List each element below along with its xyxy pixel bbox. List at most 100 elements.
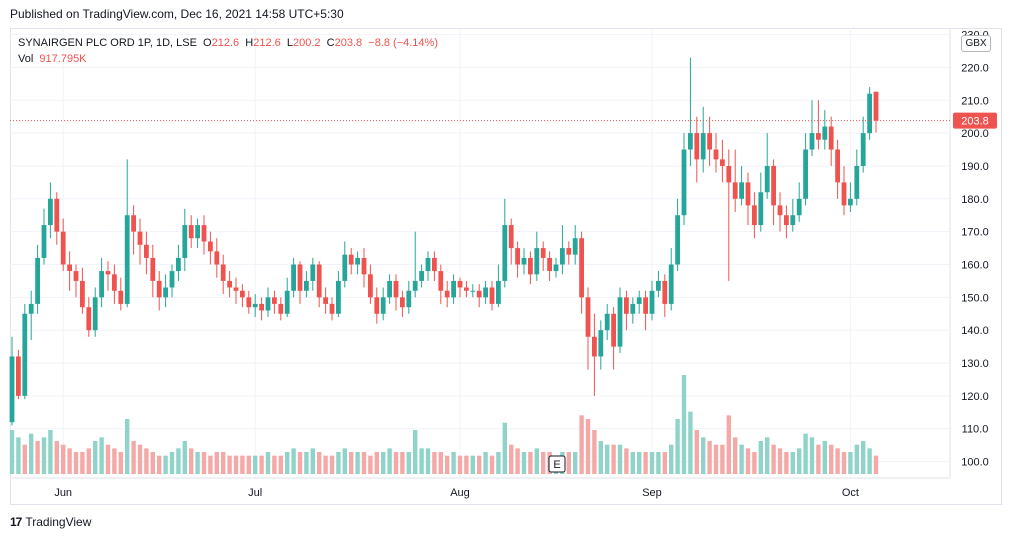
time-tick-label: Jul — [248, 487, 262, 499]
volume-bar — [16, 437, 21, 474]
volume-bar — [221, 452, 226, 474]
price-tick-label: 130.0 — [961, 358, 989, 370]
volume-bar — [617, 444, 623, 474]
volume-bar — [176, 448, 181, 474]
volume-label[interactable]: Vol — [18, 53, 34, 65]
candle-body — [265, 297, 271, 311]
volume-bar — [854, 444, 859, 474]
volume-bar — [605, 444, 610, 474]
price-axis[interactable]: 100.0 110.0 120.0 130.0 140.0 150.0 160.0 170.0… — [961, 30, 989, 469]
candle-body — [854, 165, 860, 199]
time-tick-label: Jun — [54, 487, 72, 499]
volume-bar — [374, 452, 379, 474]
symbol-legend: SYNAIRGEN PLC ORD 1P, 1D, LSE O212.6 H21… — [18, 35, 438, 67]
candle-body — [80, 280, 85, 308]
symbol-name[interactable]: SYNAIRGEN PLC ORD 1P, 1D, LSE — [18, 37, 197, 49]
candle-body — [233, 287, 239, 291]
volume-row: Vol 917.795K — [18, 51, 438, 67]
volume-bar — [521, 452, 527, 474]
time-axis[interactable]: JunJulAugSepOctNovDec202 — [54, 487, 1012, 499]
price-tick-label: 210.0 — [961, 95, 989, 107]
candle-body — [227, 280, 232, 288]
footer-brand[interactable]: 17 TradingView — [10, 515, 91, 529]
candle-body — [579, 238, 584, 298]
volume-bar — [86, 448, 91, 474]
volume-bar — [189, 448, 194, 474]
volume-bar — [541, 452, 546, 474]
candle-body — [99, 271, 104, 298]
price-tick-label: 100.0 — [961, 457, 989, 469]
candle-body — [176, 257, 181, 272]
earnings-marker[interactable]: E — [548, 455, 566, 473]
volume-bar — [861, 441, 866, 474]
volume-bar — [310, 448, 315, 474]
candle-body — [496, 280, 501, 304]
candle-body — [598, 330, 604, 357]
volume-bar — [528, 452, 533, 474]
brand-name: TradingView — [25, 515, 92, 529]
candle-body — [828, 126, 834, 150]
volume-bar — [829, 444, 834, 474]
price-tick-label: 150.0 — [961, 292, 989, 304]
candle-body — [726, 165, 732, 183]
volume-bar — [649, 452, 655, 474]
currency-button[interactable]: GBX — [961, 35, 991, 52]
volume-bar — [707, 441, 712, 474]
candle-body — [323, 297, 328, 304]
candle-body — [291, 264, 296, 291]
candle-body — [182, 225, 188, 258]
volume-bar — [278, 455, 283, 474]
candle-body — [272, 297, 277, 304]
candle-body — [700, 133, 706, 160]
candle-body — [457, 280, 463, 288]
candle-body — [336, 280, 341, 314]
candle-body — [67, 264, 72, 272]
volume-bar — [317, 452, 322, 474]
candle-body — [796, 198, 802, 216]
volume-bar — [470, 455, 475, 474]
volume-bar — [361, 452, 367, 474]
volume-bar — [752, 452, 757, 474]
candle-body — [508, 225, 514, 249]
volume-bar — [637, 452, 642, 474]
candle-body — [617, 297, 623, 347]
high-label: H — [245, 37, 254, 49]
volume-bar — [150, 452, 155, 474]
volume-bar — [457, 455, 463, 474]
volume-bar — [502, 422, 507, 474]
volume-bar — [259, 455, 264, 474]
last-price-label: 203.8 — [961, 116, 989, 128]
volume-bar — [144, 448, 149, 474]
volume-bar — [669, 444, 674, 474]
candle-body — [16, 356, 21, 396]
volume-bar — [509, 444, 514, 474]
volume-bar — [694, 430, 699, 474]
candle-body — [35, 257, 40, 304]
volume-bar — [758, 441, 763, 474]
volume-bar — [566, 452, 571, 474]
volume-bar — [125, 419, 130, 474]
candle-body — [214, 251, 220, 265]
candle-body — [419, 271, 424, 281]
volume-bar — [240, 455, 245, 474]
volume-bar — [701, 437, 706, 474]
volume-bar — [73, 452, 79, 474]
candle-body — [48, 198, 53, 226]
candle-body — [259, 303, 264, 311]
candle-body — [188, 225, 194, 239]
candle-body — [444, 290, 450, 298]
earnings-marker-label: E — [553, 459, 560, 471]
candle-body — [118, 290, 124, 304]
candle-body — [9, 356, 15, 423]
candle-body — [528, 257, 533, 275]
volume-bar — [329, 455, 335, 474]
candle-body — [758, 192, 764, 226]
volume-bar — [381, 452, 386, 474]
volume-bar — [496, 452, 501, 474]
volume-bar — [464, 455, 469, 474]
ohlc-row: SYNAIRGEN PLC ORD 1P, 1D, LSE O212.6 H21… — [18, 35, 438, 51]
volume-bar — [745, 448, 751, 474]
candle-body — [438, 271, 444, 291]
candle-body — [521, 257, 527, 265]
